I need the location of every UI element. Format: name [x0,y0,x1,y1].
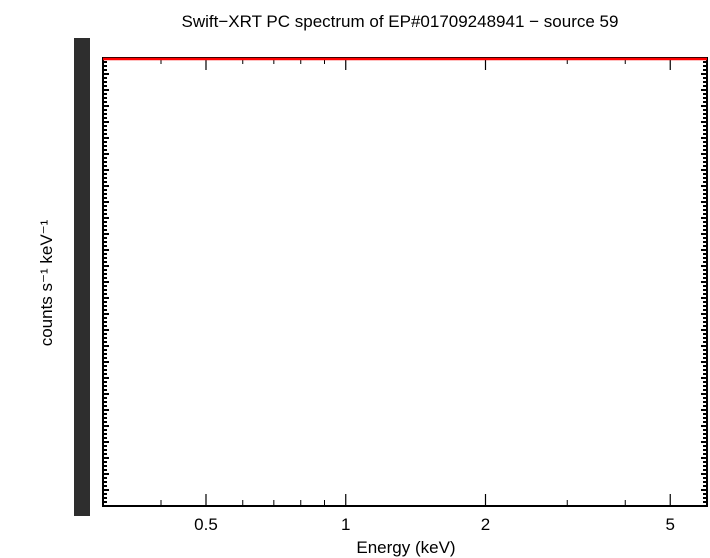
x-tick-label: 2 [481,515,490,534]
x-axis-ticks [102,58,708,506]
y-tick-label-block [74,38,90,72]
y-tick-label-block [74,200,90,290]
plot-frame [102,57,708,507]
chart-title: Swift−XRT PC spectrum of EP#01709248941 … [182,12,619,31]
x-tick-label: 5 [666,515,675,534]
y-axis-tick-labels [74,38,90,516]
x-axis-label: Energy (keV) [356,538,455,557]
plot-area: 0.5 1 2 5 [74,38,708,534]
x-tick-label: 1 [341,515,350,534]
y-tick-label-block [74,440,90,516]
x-tick-label: 0.5 [194,515,218,534]
x-axis-tick-labels: 0.5 1 2 5 [194,515,675,534]
y-tick-label-block [74,360,90,440]
y-tick-label-block [74,120,90,200]
y-axis-label: counts s⁻¹ keV⁻¹ [37,219,56,346]
y-tick-label-block [74,72,90,120]
y-tick-label-block [74,290,90,360]
y-axis-ticks [103,57,707,507]
